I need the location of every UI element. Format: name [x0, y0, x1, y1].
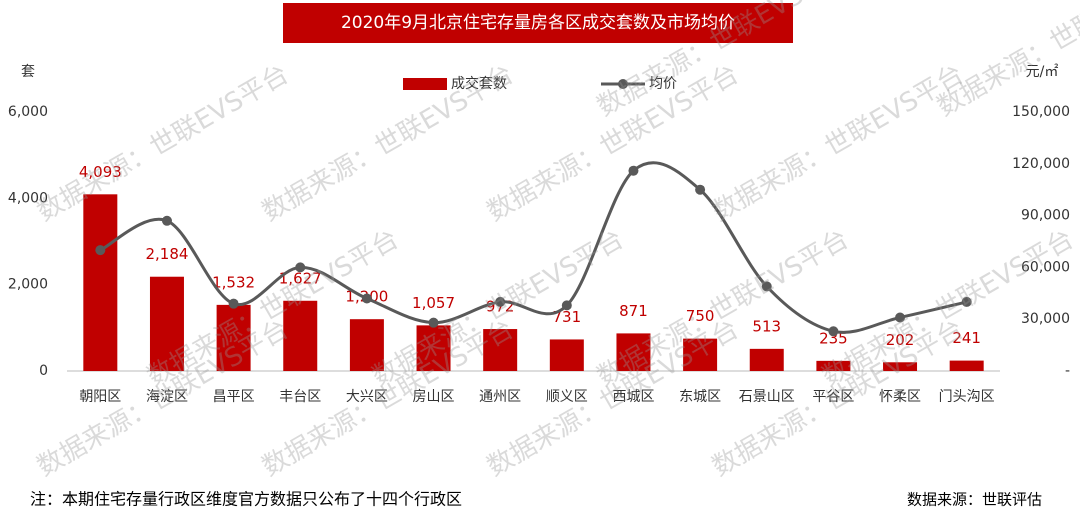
data-label: 2,184 — [145, 245, 188, 263]
x-tick-label: 顺义区 — [546, 389, 588, 405]
y2-axis-label: 元/㎡ — [1026, 64, 1059, 80]
marker — [361, 293, 372, 304]
legend-label: 成交套数 — [451, 75, 507, 92]
data-label: 235 — [819, 329, 848, 347]
data-label: 1,057 — [412, 294, 455, 312]
x-tick-label: 石景山区 — [739, 389, 795, 405]
marker — [895, 312, 906, 323]
marker — [295, 262, 306, 273]
note: 注：本期住宅存量行政区维度官方数据只公布了十四个行政区 — [30, 490, 462, 509]
marker — [95, 245, 106, 256]
marker — [428, 317, 439, 328]
bar — [683, 338, 718, 371]
x-tick-label: 西城区 — [612, 389, 654, 405]
data-label: 1,532 — [212, 273, 255, 291]
marker — [695, 184, 706, 195]
x-tick-label: 门头沟区 — [939, 389, 995, 405]
marker — [561, 300, 572, 311]
y2-tick-label: - — [1065, 363, 1070, 379]
y-axis-label: 套 — [21, 64, 35, 80]
bar — [349, 319, 384, 371]
y2-tick-label: 60,000 — [1021, 259, 1070, 275]
bar — [616, 333, 651, 371]
y-tick-label: 2,000 — [8, 277, 48, 293]
y-tick-label: 0 — [39, 363, 48, 379]
x-tick-label: 大兴区 — [346, 389, 388, 405]
bar — [749, 348, 784, 371]
data-label: 202 — [886, 331, 915, 349]
data-label: 513 — [752, 317, 781, 335]
bar — [149, 276, 184, 371]
marker — [828, 326, 839, 337]
y-tick-label: 4,000 — [8, 190, 48, 206]
marker — [495, 296, 506, 307]
y-tick-label: 6,000 — [8, 104, 48, 120]
data-label: 750 — [686, 307, 715, 325]
marker — [161, 215, 172, 226]
y2-tick-label: 120,000 — [1012, 156, 1070, 172]
x-tick-label: 海淀区 — [146, 389, 188, 405]
watermark: 数据来源：世联EVS平台 — [32, 59, 294, 227]
data-label: 241 — [952, 329, 981, 347]
source: 数据来源：世联评估 — [907, 491, 1042, 509]
bar — [83, 194, 118, 371]
x-tick-label: 通州区 — [479, 389, 521, 405]
x-tick-label: 东城区 — [679, 389, 721, 405]
bar — [883, 362, 918, 371]
watermark: 数据来源：世联EVS平台 — [257, 59, 519, 227]
x-tick-label: 昌平区 — [213, 389, 255, 405]
bar — [949, 360, 984, 371]
y2-tick-label: 30,000 — [1021, 311, 1070, 327]
x-tick-label: 朝阳区 — [79, 389, 121, 405]
marker — [961, 296, 972, 307]
bar — [416, 325, 451, 371]
y2-tick-label: 150,000 — [1012, 104, 1070, 120]
x-tick-label: 平谷区 — [812, 389, 854, 405]
bar — [816, 360, 851, 371]
legend-swatch — [403, 78, 447, 90]
marker — [761, 281, 772, 292]
marker — [228, 298, 239, 309]
title-box — [283, 3, 793, 43]
x-tick-label: 怀柔区 — [879, 389, 921, 405]
bar — [283, 300, 318, 371]
watermark: 数据来源：世联EVS平台 — [707, 59, 969, 227]
chart-title: 2020年9月北京住宅存量房各区成交套数及市场均价 — [341, 13, 735, 33]
data-label: 4,093 — [79, 163, 122, 181]
legend-swatch — [618, 79, 628, 89]
x-tick-label: 房山区 — [413, 389, 455, 405]
legend-label: 均价 — [649, 76, 677, 92]
watermark: 数据来源：世联EVS平台 — [817, 224, 1079, 392]
y2-tick-label: 90,000 — [1021, 208, 1070, 224]
data-label: 871 — [619, 302, 648, 320]
bar — [216, 304, 251, 371]
x-tick-label: 丰台区 — [279, 389, 321, 405]
bar — [549, 339, 584, 371]
data-label: 1,627 — [279, 269, 322, 287]
bar — [483, 329, 518, 371]
marker — [628, 165, 639, 176]
